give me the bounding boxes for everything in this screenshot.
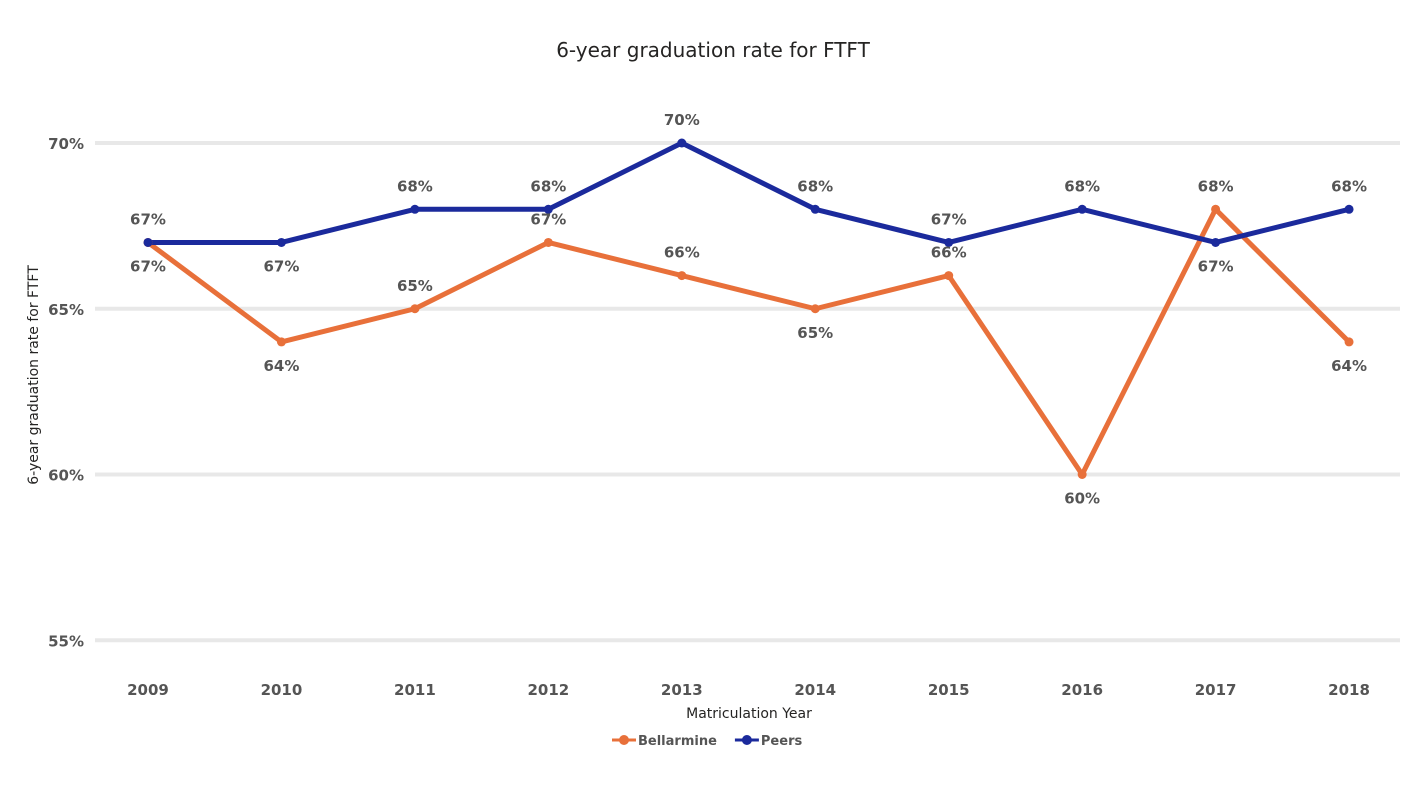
data-point	[944, 271, 954, 281]
data-point	[276, 337, 286, 347]
y-tick-label: 55%	[48, 632, 84, 650]
data-label: 64%	[1331, 357, 1367, 375]
data-point	[543, 237, 553, 247]
data-label: 68%	[1331, 177, 1367, 195]
data-point	[677, 138, 687, 148]
x-tick-label: 2018	[1328, 681, 1370, 699]
data-label: 67%	[130, 257, 166, 275]
data-point	[1211, 237, 1221, 247]
data-point	[410, 204, 420, 214]
data-point	[1077, 470, 1087, 479]
x-tick-label: 2010	[261, 681, 303, 699]
data-label: 67%	[931, 210, 967, 228]
data-point	[543, 204, 553, 214]
data-label: 60%	[1064, 490, 1100, 508]
x-tick-label: 2016	[1061, 681, 1103, 699]
x-tick-label: 2009	[127, 681, 169, 699]
data-label: 65%	[397, 277, 433, 295]
data-label: 66%	[664, 244, 700, 262]
legend-label: Bellarmine	[638, 734, 717, 749]
data-point	[1211, 204, 1221, 214]
data-label: 68%	[1198, 177, 1234, 195]
data-label: 66%	[931, 244, 967, 262]
data-label: 68%	[797, 177, 833, 195]
data-point	[410, 304, 420, 314]
legend-dot	[741, 735, 752, 745]
x-axis-label: Matriculation Year	[686, 706, 812, 722]
data-point	[143, 237, 153, 247]
data-point	[810, 204, 820, 214]
data-label: 67%	[530, 210, 566, 228]
data-label: 67%	[263, 257, 299, 275]
x-tick-label: 2017	[1195, 681, 1237, 699]
legend-dot	[619, 735, 629, 745]
data-point	[1077, 204, 1087, 214]
x-tick-label: 2012	[527, 681, 569, 699]
data-point	[810, 304, 820, 314]
data-point	[1344, 204, 1354, 214]
series-line-bellarmine	[146, 206, 1351, 477]
data-point	[677, 271, 687, 281]
data-label: 68%	[1064, 177, 1100, 195]
data-label: 67%	[130, 210, 166, 228]
y-tick-label: 60%	[48, 467, 84, 485]
data-label: 70%	[664, 111, 700, 129]
chart-title: 6-year graduation rate for FTFT	[556, 38, 870, 62]
data-point	[1344, 337, 1354, 347]
legend-label: Peers	[761, 734, 803, 749]
data-label: 64%	[263, 357, 299, 375]
x-tick-label: 2011	[394, 681, 436, 699]
y-tick-label: 70%	[48, 135, 84, 153]
series-line-peers	[148, 140, 1350, 245]
x-tick-label: 2014	[794, 681, 836, 699]
data-label: 68%	[530, 177, 566, 195]
y-tick-label: 65%	[48, 301, 84, 319]
x-tick-label: 2013	[661, 681, 703, 699]
data-label: 67%	[1198, 257, 1234, 275]
data-point	[944, 237, 954, 247]
x-tick-label: 2015	[928, 681, 970, 699]
data-label: 65%	[797, 324, 833, 342]
y-axis-label: 6-year graduation rate for FTFT	[26, 265, 42, 485]
data-label: 68%	[397, 177, 433, 195]
data-point	[276, 237, 286, 247]
legend: Bellarmine Peers	[612, 734, 802, 749]
